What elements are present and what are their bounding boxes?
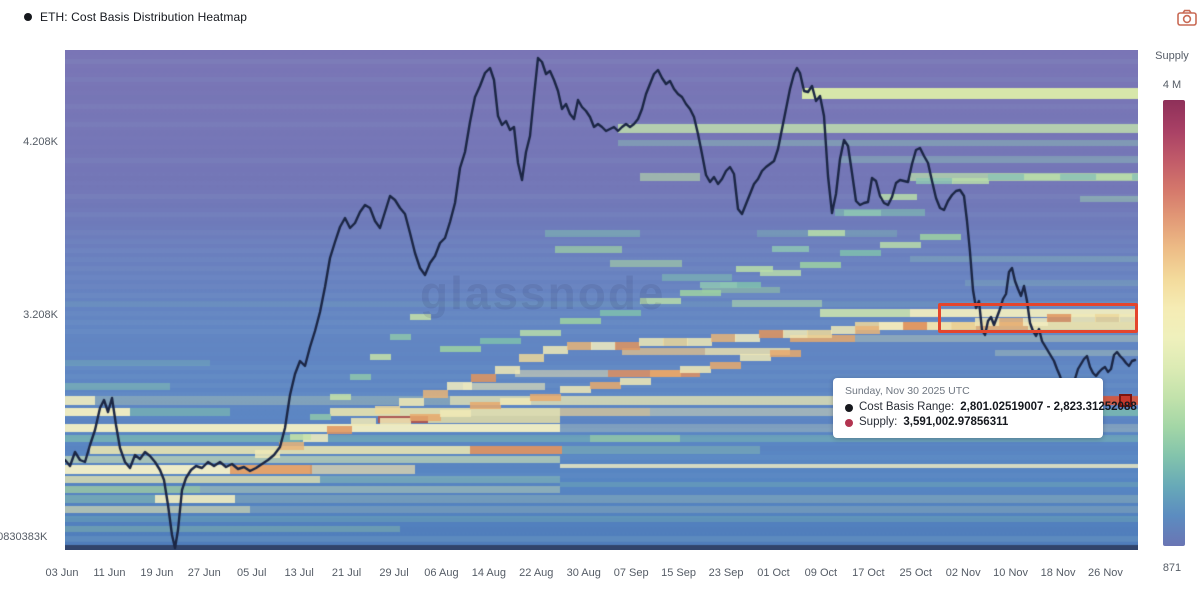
colorbar-min-label: 871 (1162, 562, 1182, 574)
y-axis-label: 4.208K (23, 136, 58, 148)
supply-dot-icon (845, 418, 853, 427)
page-title: ETH: Cost Basis Distribution Heatmap (40, 10, 248, 24)
tooltip-value: 2,801.02519007 - 2,823.31252088 (960, 401, 1137, 413)
x-axis-label: 06 Aug (424, 567, 459, 579)
x-axis-label: 29 Jul (379, 567, 409, 579)
camera-screenshot-button[interactable] (1176, 8, 1198, 28)
x-axis-label: 26 Nov (1088, 567, 1123, 579)
heatmap-canvas[interactable] (65, 50, 1138, 550)
tooltip-row-supply: Supply: 3,591,002.97856311 (845, 415, 1091, 430)
tooltip-label: Cost Basis Range: (859, 401, 955, 413)
x-axis-label: 22 Aug (519, 567, 554, 579)
chart-header: ETH: Cost Basis Distribution Heatmap (24, 10, 247, 24)
x-axis-label: 09 Oct (804, 567, 838, 579)
x-axis-label: 10 Nov (993, 567, 1029, 579)
colorbar-title: Supply (1155, 50, 1189, 62)
x-axis-label: 21 Jul (331, 567, 362, 579)
camera-icon (1177, 9, 1197, 26)
tooltip-value: 3,591,002.97856311 (903, 416, 1009, 428)
highlight-box (938, 303, 1138, 333)
x-axis-label: 14 Aug (471, 567, 506, 579)
x-axis-label: 01 Oct (757, 567, 790, 579)
colorbar-gradient (1163, 100, 1185, 546)
x-axis-label: 02 Nov (945, 567, 981, 579)
x-axis-label: 18 Nov (1040, 567, 1076, 579)
x-axis-label: 13 Jul (284, 567, 314, 579)
tooltip-row-cost-basis: Cost Basis Range: 2,801.02519007 - 2,823… (845, 400, 1137, 415)
x-axis-label: 30 Aug (566, 567, 601, 579)
hover-cell-marker (1119, 394, 1132, 407)
x-axis-label: 11 Jun (93, 567, 126, 579)
y-axis-label: 2.0830383K (0, 531, 48, 543)
x-axis-label: 25 Oct (899, 567, 932, 579)
x-axis-label: 27 Jun (187, 567, 221, 579)
cost-basis-dot-icon (845, 403, 853, 412)
series-dot-icon (24, 13, 32, 21)
y-axis-label: 3.208K (23, 309, 58, 321)
x-axis-label: 03 Jun (45, 567, 79, 579)
tooltip-label: Supply: (859, 416, 898, 428)
x-axis-label: 23 Sep (708, 567, 744, 579)
x-axis-label: 07 Sep (613, 567, 649, 579)
x-axis-label: 15 Sep (661, 567, 697, 579)
tooltip-date: Sunday, Nov 30 2025 UTC (845, 385, 970, 397)
x-axis-label: 17 Oct (852, 567, 885, 579)
x-axis-label: 19 Jun (140, 567, 174, 579)
colorbar-max-label: 4 M (1162, 79, 1182, 91)
chart-tooltip: Sunday, Nov 30 2025 UTC Cost Basis Range… (833, 378, 1137, 438)
x-axis-label: 05 Jul (237, 567, 267, 579)
